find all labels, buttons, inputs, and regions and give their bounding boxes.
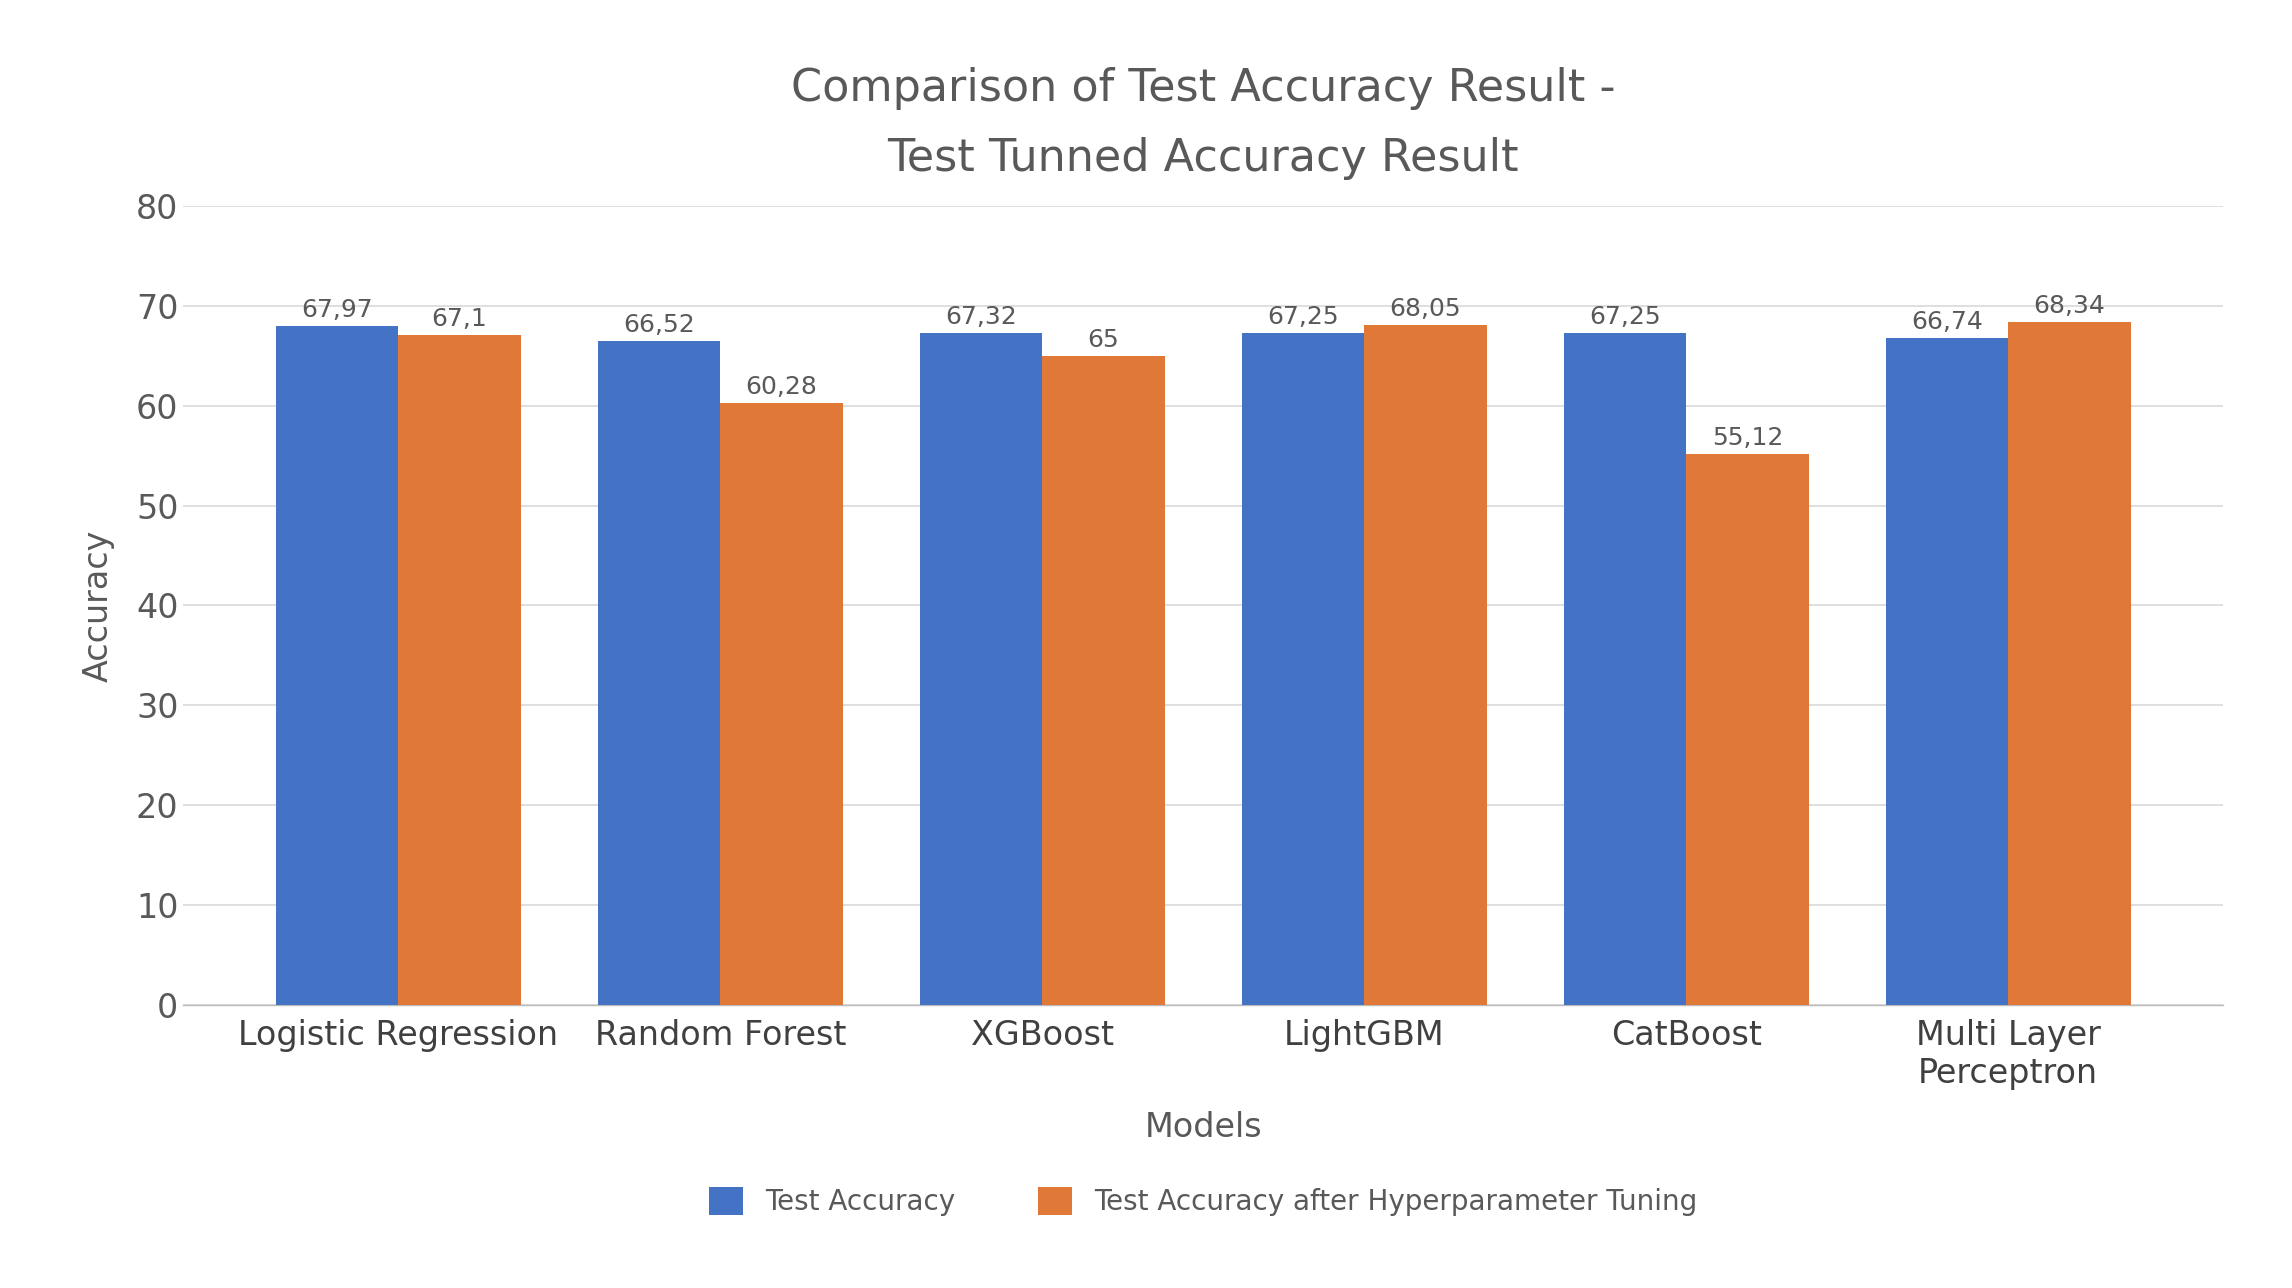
Bar (1364, 326, 1488, 1005)
Bar (275, 326, 399, 1005)
X-axis label: Models: Models (1144, 1110, 1263, 1144)
Bar (1043, 355, 1164, 1005)
Title: Comparison of Test Accuracy Result -
Test Tunned Accuracy Result: Comparison of Test Accuracy Result - Tes… (791, 67, 1616, 180)
Y-axis label: Accuracy: Accuracy (83, 529, 115, 681)
Bar (1687, 455, 1808, 1005)
Text: 67,25: 67,25 (1588, 305, 1662, 330)
Text: 66,52: 66,52 (623, 313, 694, 336)
Bar (598, 340, 720, 1005)
Bar (919, 332, 1043, 1005)
Bar (2008, 322, 2132, 1005)
Text: 66,74: 66,74 (1912, 310, 1983, 335)
Bar (1563, 334, 1687, 1005)
Bar (1886, 339, 2008, 1005)
Text: 67,32: 67,32 (944, 305, 1018, 328)
Text: 67,25: 67,25 (1267, 305, 1339, 330)
Text: 60,28: 60,28 (745, 375, 818, 399)
Text: 67,1: 67,1 (431, 307, 488, 331)
Bar (720, 403, 843, 1005)
Text: 68,34: 68,34 (2033, 295, 2106, 318)
Text: 65: 65 (1089, 328, 1118, 352)
Bar (399, 335, 520, 1005)
Bar (1242, 334, 1364, 1005)
Text: 55,12: 55,12 (1712, 426, 1783, 451)
Legend: Test Accuracy, Test Accuracy after Hyperparameter Tuning: Test Accuracy, Test Accuracy after Hyper… (694, 1173, 1712, 1230)
Text: 67,97: 67,97 (303, 298, 374, 322)
Text: 68,05: 68,05 (1389, 298, 1462, 322)
